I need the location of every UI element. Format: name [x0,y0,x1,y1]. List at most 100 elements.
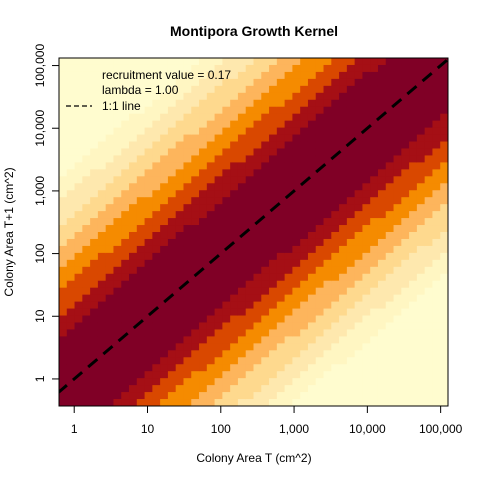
heatmap-cell [253,148,262,157]
heatmap-cell [377,232,387,240]
heatmap-cell [59,190,68,198]
heatmap-cell [409,78,418,87]
heatmap-cell [370,85,379,94]
heatmap-cell [237,399,247,406]
heatmap-cell [175,301,185,310]
heatmap-cell [370,399,379,406]
heatmap-cell [152,127,161,136]
heatmap-cell [206,106,216,115]
heatmap-cell [385,287,395,296]
heatmap-cell [424,183,434,191]
heatmap-cell [370,232,379,240]
heatmap-cell [97,315,107,324]
heatmap-cell [432,155,441,163]
heatmap-cell [346,329,356,337]
heatmap-cell [136,322,146,331]
heatmap-cell [136,71,146,80]
heatmap-cell [214,294,223,303]
heatmap-cell [113,92,122,101]
heatmap-cell [284,329,293,337]
heatmap-cell [129,392,138,400]
heatmap-cell [276,385,286,393]
heatmap-cell [362,336,371,344]
heatmap-cell [66,280,76,289]
heatmap-cell [129,245,138,254]
heatmap-cell [416,336,426,344]
heatmap-cell [105,218,115,226]
heatmap-cell [222,218,231,226]
heatmap-cell [409,155,418,163]
heatmap-cell [66,106,76,115]
y-tick-label: 100 [33,243,47,263]
heatmap-cell [105,120,115,129]
heatmap-cell [339,371,348,379]
heatmap-cell [401,71,410,80]
heatmap-cell [214,99,223,108]
heatmap-cell [121,176,130,184]
heatmap-cell [377,190,387,198]
heatmap-cell [113,78,122,87]
heatmap-cell [307,127,317,136]
heatmap-cell [167,385,177,393]
heatmap-cell [253,392,262,400]
heatmap-cell [152,176,161,184]
heatmap-cell [331,204,340,212]
heatmap-cell [237,85,247,94]
heatmap-cell [214,336,223,344]
heatmap-cell [307,294,317,303]
heatmap-cell [307,176,317,184]
heatmap-cell [440,183,448,191]
heatmap-cell [183,385,192,393]
heatmap-cell [230,120,239,129]
heatmap-cell [385,245,395,254]
heatmap-cell [323,148,332,157]
heatmap-cell [253,64,262,73]
heatmap-cell [253,71,262,80]
heatmap-cell [424,197,434,205]
heatmap-cell [191,287,200,296]
heatmap-cell [66,99,76,108]
heatmap-cell [113,71,122,80]
heatmap-cell [199,113,208,122]
heatmap-cell [59,218,68,226]
heatmap-cell [276,315,286,324]
heatmap-cell [74,350,83,358]
heatmap-cell [222,148,231,157]
heatmap-cell [230,336,239,344]
heatmap-cell [284,99,293,108]
heatmap-cell [362,364,371,372]
heatmap-cell [409,301,418,310]
heatmap-cell [152,301,161,310]
heatmap-cell [315,64,325,73]
heatmap-cell [230,315,239,324]
heatmap-cell [253,211,262,219]
heatmap-cell [74,218,83,226]
heatmap-cell [97,350,107,358]
heatmap-cell [393,134,402,143]
x-tick-label: 10 [141,422,155,436]
heatmap-cell [183,113,192,122]
heatmap-cell [113,329,122,337]
heatmap-cell [346,259,356,268]
heatmap-cell [206,350,216,358]
heatmap-cell [129,106,138,115]
heatmap-cell [346,364,356,372]
heatmap-cell [97,301,107,310]
heatmap-cell [160,322,169,331]
heatmap-cell [432,113,441,122]
heatmap-cell [152,78,161,87]
heatmap-cell [222,85,231,94]
heatmap-cell [385,155,395,163]
heatmap-cell [393,58,402,66]
heatmap-cell [401,301,410,310]
heatmap-cell [237,252,247,261]
heatmap-cell [385,308,395,317]
heatmap-cell [66,190,76,198]
heatmap-cell [121,343,130,351]
heatmap-cell [292,162,301,170]
heatmap-cell [432,218,441,226]
heatmap-cell [315,58,325,66]
heatmap-cell [90,176,99,184]
heatmap-cell [222,99,231,108]
heatmap-cell [121,162,130,170]
